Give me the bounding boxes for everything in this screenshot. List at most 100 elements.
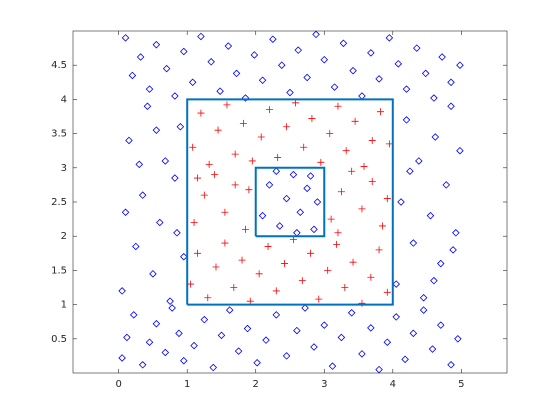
diamond-marker (275, 222, 284, 230)
diamond-marker (358, 350, 366, 358)
plus-marker (337, 188, 345, 196)
plus-marker (257, 133, 265, 141)
y-tick-label: 1.5 (51, 265, 67, 276)
diamond-marker (129, 311, 138, 319)
plus-marker (193, 174, 201, 182)
plus-marker (368, 136, 376, 144)
plus-marker (241, 225, 249, 233)
diamond-marker (128, 71, 137, 80)
diamond-marker (152, 126, 161, 134)
diamond-marker (419, 293, 428, 302)
diamond-marker (161, 157, 170, 165)
plus-marker (248, 157, 256, 165)
diamond-marker (419, 306, 428, 314)
plus-marker (341, 284, 349, 291)
plus-marker (212, 263, 220, 271)
plus-marker (383, 288, 391, 296)
diamond-marker (175, 329, 183, 338)
diamond-marker (123, 333, 131, 342)
plus-marker (187, 280, 195, 288)
diamond-marker (168, 304, 176, 312)
plus-marker (197, 109, 205, 117)
y-tick-label: 4.5 (51, 60, 67, 71)
diamond-marker (296, 208, 305, 217)
diamond-marker (180, 47, 188, 56)
diamond-marker (118, 354, 126, 362)
diamond-marker (426, 211, 435, 220)
diamond-marker (436, 259, 445, 268)
plus-marker (334, 102, 342, 110)
diamond-marker (301, 304, 309, 312)
diamond-marker (430, 94, 438, 102)
diamond-marker (121, 208, 130, 217)
diamond-marker (272, 167, 281, 175)
diamond-marker (217, 331, 226, 340)
diamond-marker (293, 326, 301, 335)
diamond-marker (118, 287, 126, 295)
plus-marker (300, 143, 308, 151)
plus-marker (298, 277, 306, 285)
plus-marker (351, 117, 359, 125)
diamond-marker (294, 46, 302, 54)
plot-area (72, 30, 508, 374)
y-tick-label: 4 (61, 94, 67, 105)
plus-marker (231, 181, 239, 189)
plus-marker (334, 229, 342, 237)
plus-marker (239, 119, 247, 127)
y-tick-label: 3.5 (51, 129, 67, 140)
plus-marker (211, 171, 219, 179)
diamond-marker (320, 321, 329, 329)
diamond-marker (190, 341, 198, 350)
plus-marker (342, 147, 350, 155)
diamond-marker (253, 358, 261, 367)
diamond-marker (428, 345, 437, 353)
diamond-marker (258, 76, 267, 85)
plus-marker (349, 258, 357, 266)
diamond-marker (430, 276, 438, 285)
plus-marker (376, 108, 384, 116)
plus-marker (383, 195, 391, 203)
diamond-marker (152, 40, 161, 49)
plus-marker (348, 167, 356, 175)
diamond-marker (241, 94, 250, 102)
diamond-marker (209, 363, 218, 372)
plus-marker (193, 249, 201, 257)
diamond-marker (250, 51, 259, 59)
plus-marker (375, 246, 383, 254)
x-tick-label: 5 (458, 379, 464, 390)
plus-marker (368, 177, 376, 185)
diamond-marker (456, 146, 464, 155)
diamond-marker (394, 60, 403, 68)
diamond-marker (207, 58, 215, 66)
diamond-marker (415, 157, 423, 165)
diamond-marker (402, 116, 411, 124)
diamond-marker (282, 194, 291, 203)
diamond-marker (171, 92, 179, 100)
diamond-marker (143, 102, 152, 111)
diamond-marker (337, 333, 346, 342)
diamond-marker (383, 338, 392, 346)
diamond-marker (149, 270, 157, 278)
plus-marker (200, 191, 208, 199)
plus-marker (223, 101, 231, 109)
diamond-marker (188, 78, 197, 87)
diamond-marker (303, 184, 311, 193)
diamond-marker (232, 69, 241, 78)
diamond-marker (328, 362, 337, 370)
plus-marker (385, 140, 393, 148)
diamond-marker (269, 35, 277, 43)
diamond-marker (282, 352, 291, 360)
diamond-marker (138, 191, 147, 199)
diamond-marker (431, 133, 440, 141)
diamond-marker (367, 49, 375, 57)
diamond-marker (216, 87, 224, 95)
diamond-marker (330, 83, 339, 91)
diamond-marker (447, 78, 455, 87)
plus-marker (189, 143, 197, 151)
plus-marker (307, 249, 315, 257)
diamond-marker (132, 242, 140, 251)
diamond-marker (442, 181, 451, 189)
diamond-marker (347, 309, 356, 317)
plus-marker (360, 162, 368, 170)
plus-marker (214, 126, 222, 134)
